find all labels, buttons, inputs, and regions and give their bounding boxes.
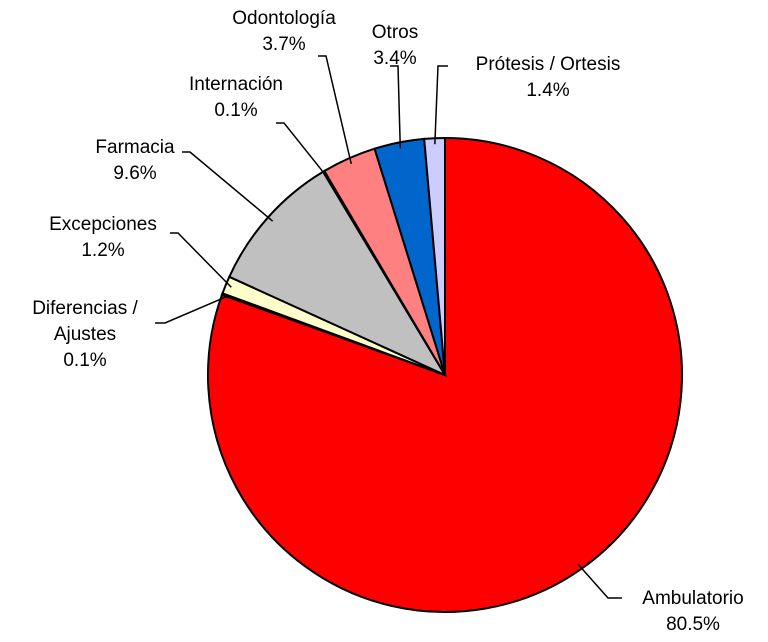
value-label: 3.4% xyxy=(373,48,417,69)
value-label: 3.7% xyxy=(262,34,306,55)
category-name: Prótesis / Ortesis xyxy=(475,54,621,75)
slice-label: Ambulatorio 80.5% xyxy=(618,586,768,638)
value-label: 0.1% xyxy=(214,100,258,121)
slice-label: Prótesis / Ortesis 1.4% xyxy=(438,52,658,104)
category-name: Odontología xyxy=(232,8,336,29)
slice-label: Excepciones 1.2% xyxy=(28,212,178,264)
category-name: Farmacia xyxy=(95,137,175,158)
value-label: 1.2% xyxy=(81,240,125,261)
leader-line xyxy=(577,563,622,599)
leader-line xyxy=(170,232,232,288)
leader-line xyxy=(155,295,229,324)
category-name: Ambulatorio xyxy=(642,588,744,609)
value-label: 1.4% xyxy=(526,80,570,101)
leader-line xyxy=(434,65,448,145)
leader-line xyxy=(182,151,274,222)
slice-label: Diferencias / Ajustes 0.1% xyxy=(10,296,160,374)
leader-line xyxy=(276,122,328,178)
category-name: Internación xyxy=(188,74,283,95)
value-label: 80.5% xyxy=(666,614,720,635)
slice-label: Internación 0.1% xyxy=(161,72,311,124)
category-name: Otros xyxy=(371,22,419,43)
leader-line xyxy=(318,55,352,165)
slice-label: Odontología 3.7% xyxy=(209,6,359,58)
leader-line xyxy=(390,65,402,149)
category-name: Diferencias / Ajustes xyxy=(32,298,138,345)
category-name: Excepciones xyxy=(49,214,157,235)
value-label: 9.6% xyxy=(113,163,157,184)
value-label: 0.1% xyxy=(63,350,107,371)
slice-label: Otros 3.4% xyxy=(320,20,470,72)
slice-label: Farmacia 9.6% xyxy=(60,135,210,187)
